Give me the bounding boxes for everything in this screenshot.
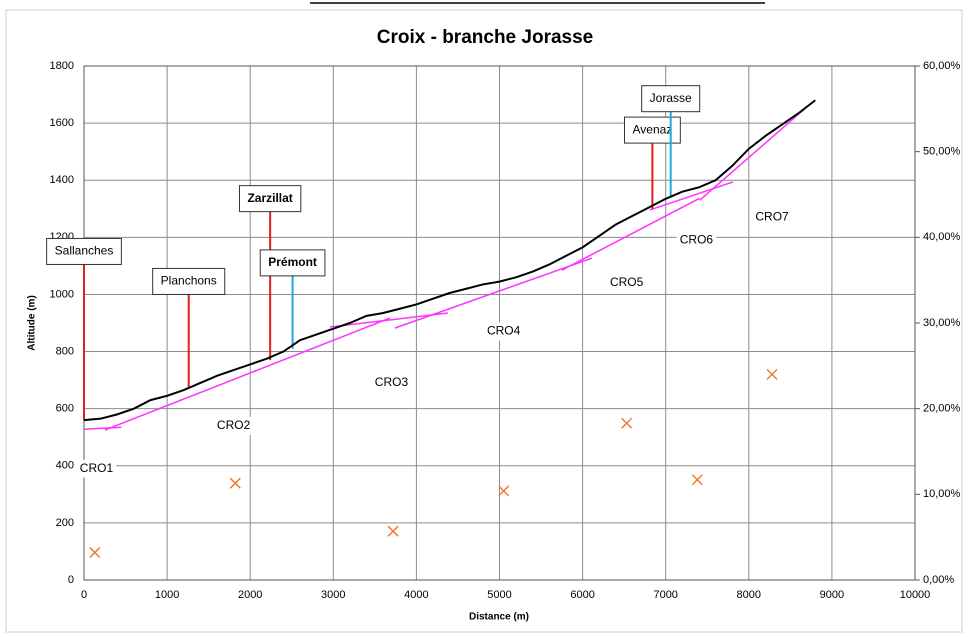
fit-line	[329, 312, 449, 328]
x-tick-label: 6000	[570, 589, 594, 601]
marker-box	[46, 237, 122, 265]
x-tick-label: 8000	[737, 589, 761, 601]
segment-label: CRO3	[375, 375, 409, 389]
segment-label: CRO2	[217, 418, 251, 432]
marker-label: Zarzillat	[247, 191, 292, 205]
y2-tick-label: 20,00%	[923, 403, 961, 415]
segment-label-bg	[606, 274, 647, 293]
chart-frame	[5, 9, 963, 633]
marker-label: Sallanches	[55, 244, 114, 258]
x-tick-label: 5000	[487, 589, 511, 601]
marker-box	[259, 249, 326, 277]
x-tick-label: 9000	[820, 589, 844, 601]
segment-label: CRO5	[610, 275, 644, 289]
y-tick-label: 1800	[50, 60, 74, 72]
scatter-point	[691, 474, 703, 486]
fit-line	[699, 107, 806, 201]
segment-label: CRO4	[487, 324, 521, 338]
y-tick-label: 1400	[50, 174, 74, 186]
y2-tick-label: 50,00%	[923, 146, 961, 158]
segment-label-bg	[483, 322, 524, 341]
scatter-point	[766, 368, 778, 380]
x-tick-label: 3000	[321, 589, 345, 601]
segment-label-bg	[371, 373, 412, 392]
segment-label: CRO1	[80, 461, 114, 475]
profile-line	[83, 99, 816, 422]
scatter-point	[229, 477, 241, 489]
y2-tick-label: 0,00%	[923, 574, 954, 586]
chart-title: Croix - branche Jorasse	[377, 27, 593, 48]
marker-box	[238, 185, 302, 213]
marker-label: Avenaz	[632, 122, 672, 136]
fit-line	[561, 197, 701, 271]
y-tick-label: 0	[68, 574, 74, 586]
marker-box	[641, 85, 701, 113]
scatter-point	[387, 525, 399, 537]
scatter-point	[498, 485, 510, 497]
segment-label-bg	[752, 208, 792, 227]
x-tick-label: 2000	[238, 589, 262, 601]
y2-tick-label: 10,00%	[923, 488, 961, 500]
scatter-point	[621, 417, 633, 429]
segment-label-bg	[76, 459, 117, 478]
y-tick-label: 800	[56, 345, 74, 357]
fit-line	[104, 317, 391, 431]
scatter-point	[89, 547, 101, 559]
y2-tick-label: 60,00%	[923, 60, 961, 72]
x-tick-label: 0	[81, 589, 87, 601]
y-tick-label: 600	[56, 403, 74, 415]
x-tick-label: 4000	[404, 589, 428, 601]
x-tick-label: 1000	[155, 589, 179, 601]
y-tick-label: 1600	[50, 117, 74, 129]
x-tick-label: 7000	[653, 589, 677, 601]
segment-label-bg	[676, 231, 717, 250]
marker-box	[152, 267, 226, 295]
marker-label: Planchons	[161, 274, 217, 288]
y-tick-label: 200	[56, 517, 74, 529]
y2-tick-label: 40,00%	[923, 231, 961, 243]
x-tick-label: 10000	[900, 589, 931, 601]
segment-label: CRO6	[680, 232, 714, 246]
x-axis-title: Distance (m)	[469, 612, 529, 623]
y-tick-label: 400	[56, 460, 74, 472]
y2-tick-label: 30,00%	[923, 317, 961, 329]
fit-line	[394, 257, 592, 329]
marker-label: Jorasse	[650, 91, 692, 105]
fit-line	[649, 181, 734, 211]
y-axis-title: Altitude (m)	[27, 295, 38, 351]
segment-label: CRO7	[755, 210, 789, 224]
y-tick-label: 1000	[50, 288, 74, 300]
marker-label: Prémont	[268, 255, 317, 269]
segment-label-bg	[213, 416, 254, 435]
fit-line	[83, 426, 122, 430]
